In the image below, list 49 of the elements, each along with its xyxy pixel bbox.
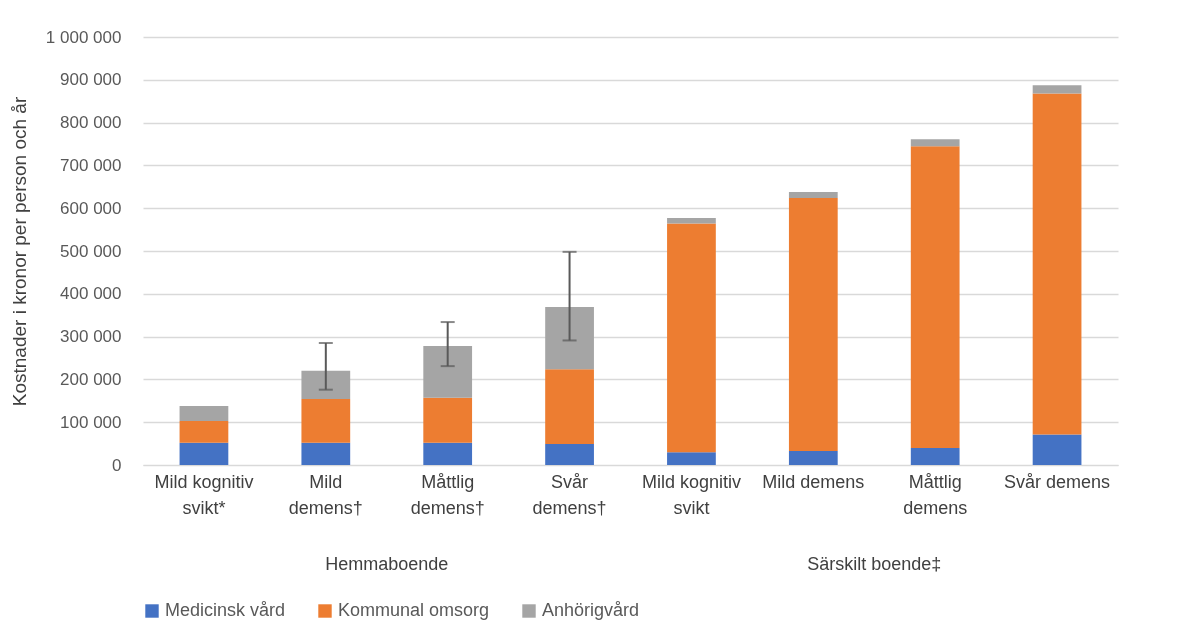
y-tick-label: 200 000 [60,369,122,389]
bar [667,452,716,465]
bar [910,146,960,448]
legend-label: Medicinsk vård [165,600,286,620]
bar [179,420,229,443]
bar [788,191,838,198]
bar [1032,93,1082,435]
bar [910,139,960,147]
x-tick-label: Svår demens [1004,471,1111,492]
x-tick-label: Mild demens [762,471,865,492]
y-tick-label: 700 000 [60,155,122,175]
x-tick-label: Mild kognitiv svikt* [154,471,254,518]
x-tick-label: Mild demens† [288,471,363,518]
x-tick-label: Svår demens† [532,471,607,518]
y-tick-label: 500 000 [60,241,122,261]
x-tick-label: Måttlig demens [903,471,968,518]
bar [423,346,473,398]
bar [1032,85,1082,94]
y-tick-label: 300 000 [60,327,122,347]
bar [788,197,838,451]
bar [545,307,594,370]
bar [301,399,351,443]
bar [667,218,716,224]
x-tick-label: Måttlig demens† [410,471,485,518]
y-axis-title: Kostnader i kronor per person och år [8,96,30,407]
bar [301,442,351,465]
legend-label: Anhörigvård [542,600,640,620]
y-tick-label: 0 [112,455,122,475]
bar [301,370,351,400]
y-tick-label: 400 000 [60,284,122,304]
y-tick-label: 1 000 000 [45,27,122,47]
text: Hemmaboende [325,554,449,574]
y-tick-label: 100 000 [60,412,122,432]
x-tick-label: Mild kognitiv svikt [641,471,741,518]
y-tick-label: 800 000 [60,113,122,133]
bar [1032,434,1082,465]
y-tick-label: 600 000 [60,198,122,218]
bar [423,442,473,465]
text: Särskilt boende‡ [807,554,942,574]
bar [179,442,229,465]
bar [788,450,838,465]
bar [910,447,960,465]
legend-label: Kommunal omsorg [338,600,490,620]
bar [667,223,716,453]
bar [545,444,594,465]
bar [545,369,594,445]
bar [179,405,229,421]
y-tick-label: 900 000 [60,70,122,90]
bar [423,397,473,443]
